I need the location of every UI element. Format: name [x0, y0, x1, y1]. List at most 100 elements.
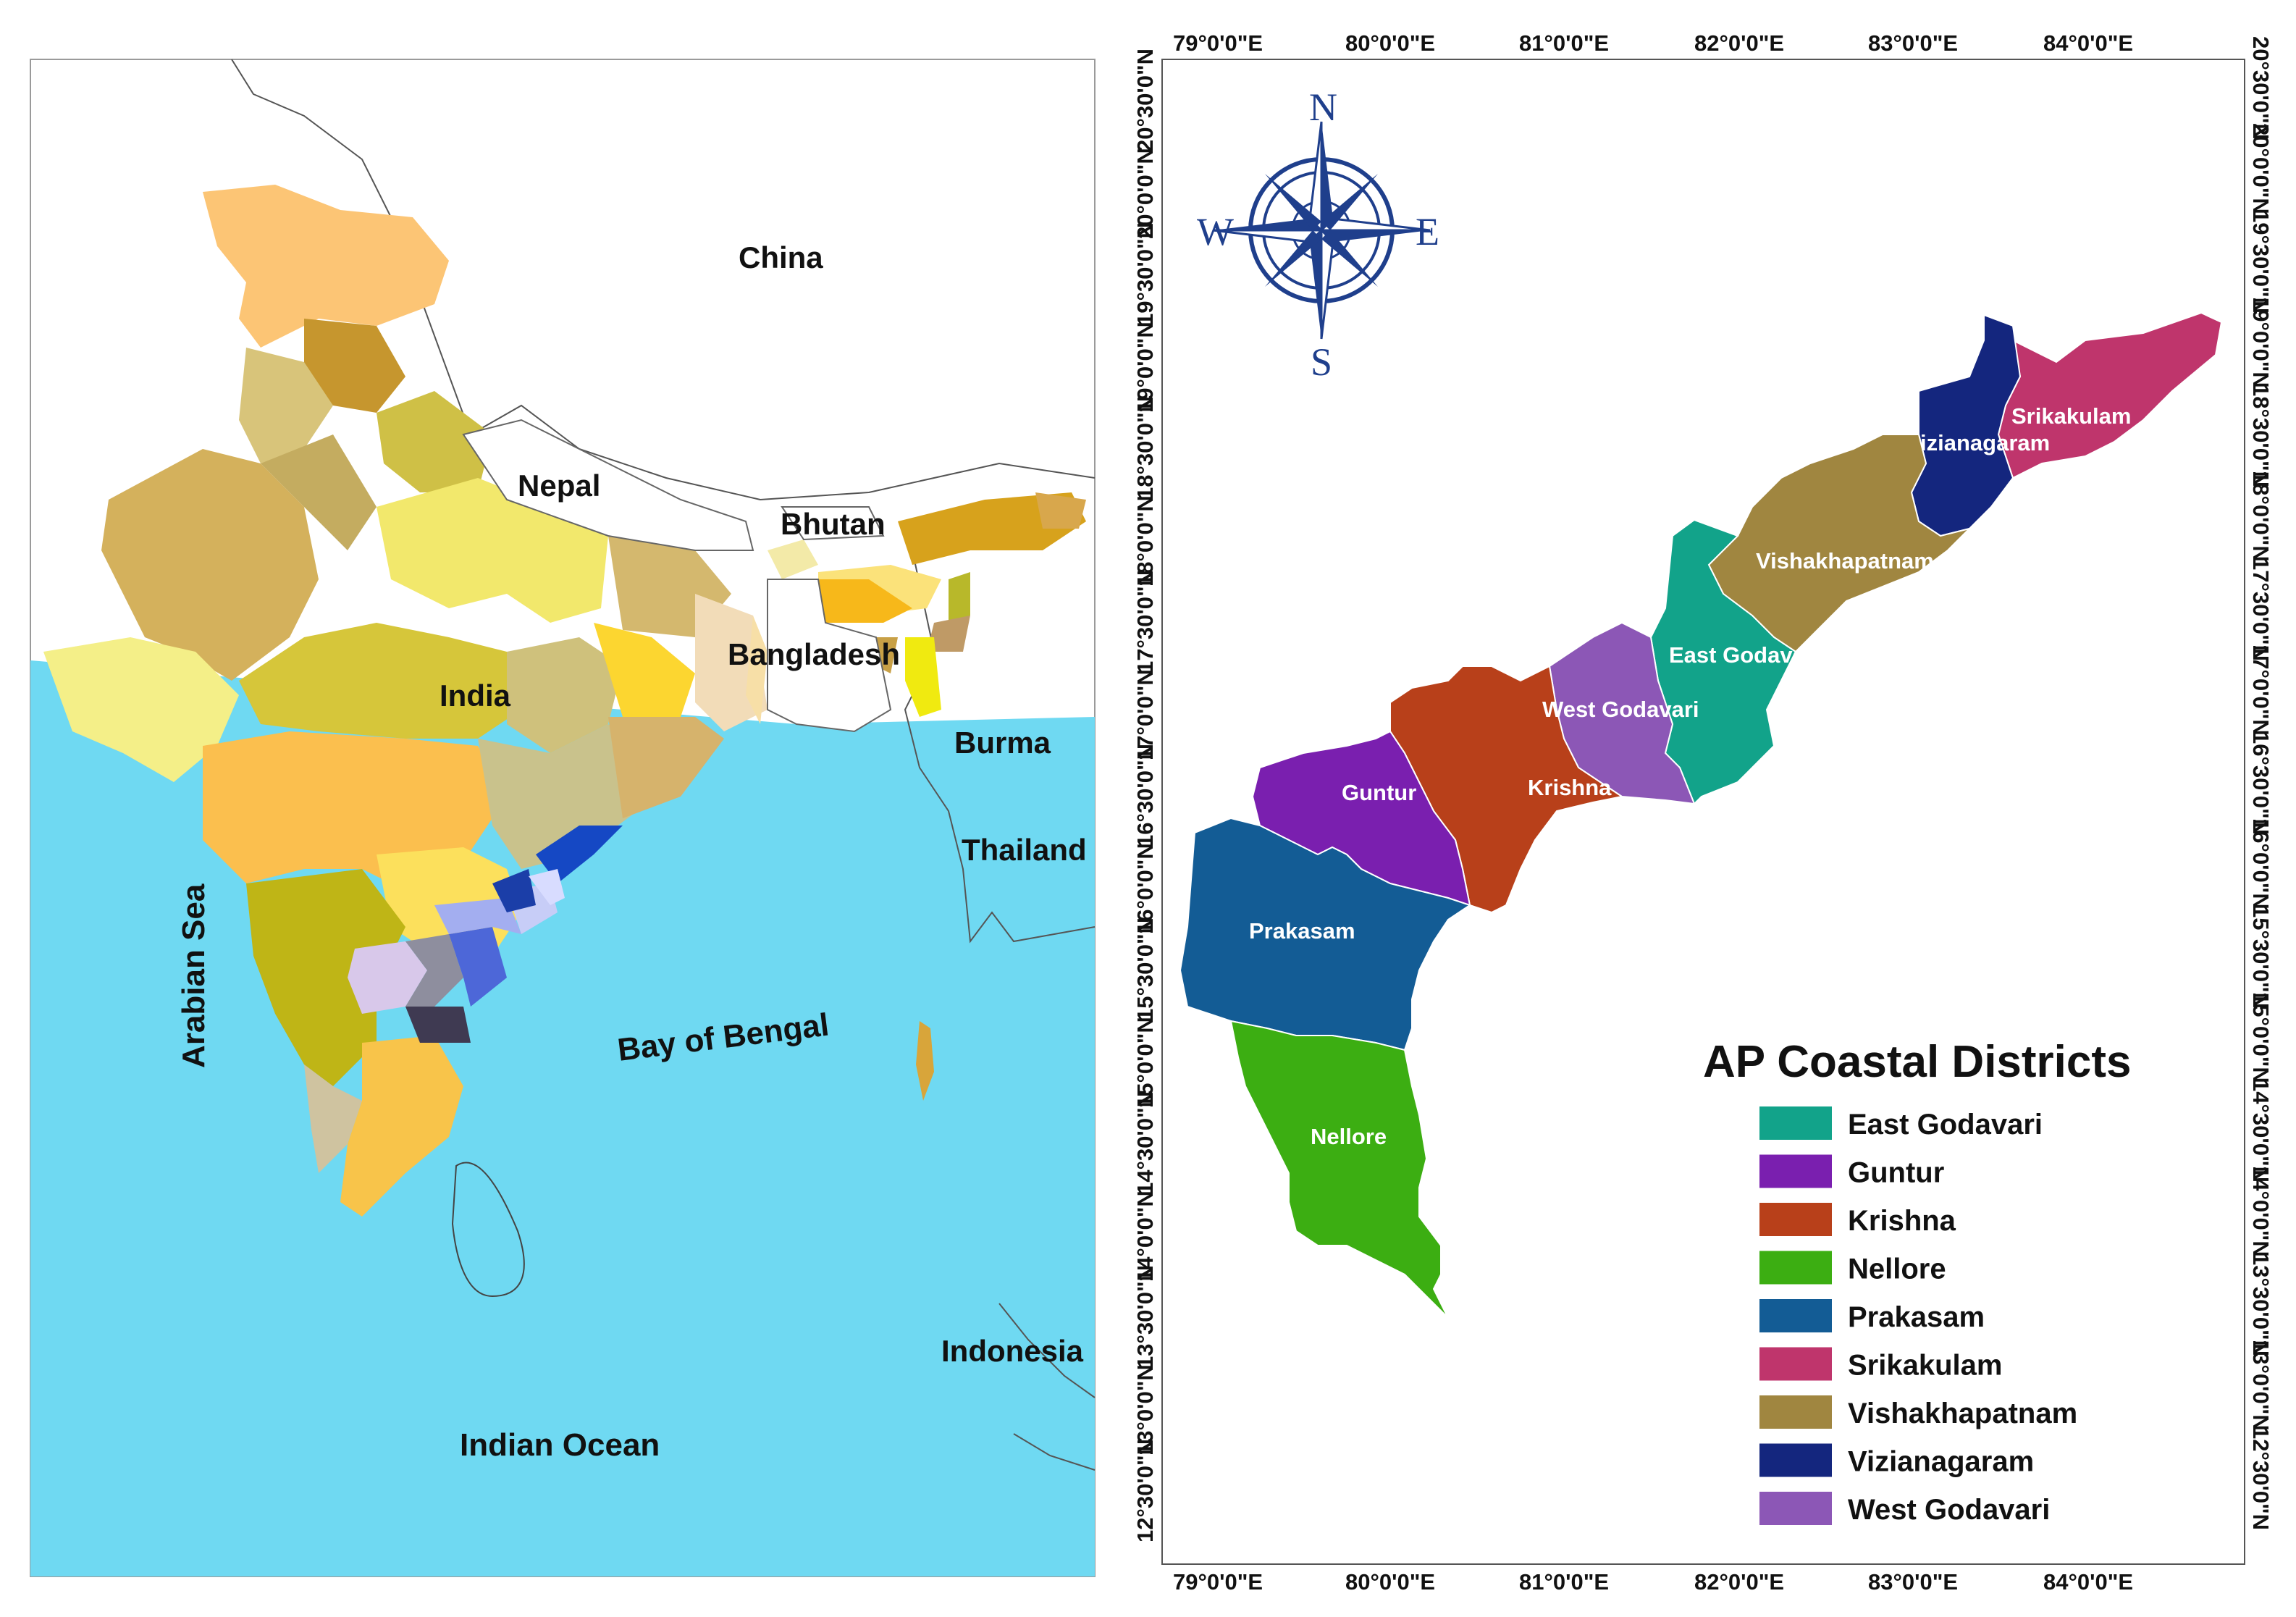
compass-w: W — [1197, 210, 1234, 253]
legend-label: Prakasam — [1848, 1301, 1985, 1333]
lat-tick-left: 18°30'0"N — [1132, 396, 1158, 500]
legend-swatch — [1759, 1299, 1832, 1332]
lat-tick-left: 13°30'0"N — [1132, 1265, 1158, 1369]
label-bangladesh: Bangladesh — [728, 637, 900, 671]
lat-tick-left: 12°30'0"N — [1132, 1439, 1158, 1542]
lat-tick-right: 14°30'0"N — [2248, 1079, 2274, 1183]
lon-tick-top: 83°0'0"E — [1868, 30, 1958, 56]
district-label-east-godavari: East Godavari — [1669, 642, 1820, 668]
lon-tick-top: 84°0'0"E — [2043, 30, 2133, 56]
district-label-srikakulam: Srikakulam — [2011, 403, 2131, 429]
legend-label: West Godavari — [1848, 1494, 2050, 1526]
lat-tick-left: 13°0'0"N — [1132, 1364, 1158, 1456]
legend: AP Coastal Districts East Godavari Guntur… — [1703, 1037, 2132, 1526]
lon-tick-top: 82°0'0"E — [1694, 30, 1784, 56]
lat-tick-right: 15°0'0"N — [2248, 992, 2274, 1083]
legend-swatch — [1759, 1395, 1832, 1429]
lat-tick-left: 19°30'0"N — [1132, 222, 1158, 326]
lat-tick-left: 15°0'0"N — [1132, 1017, 1158, 1108]
lon-tick-bottom: 81°0'0"E — [1519, 1569, 1609, 1595]
label-bhutan: Bhutan — [781, 507, 886, 541]
label-burma: Burma — [954, 726, 1051, 760]
label-nepal: Nepal — [518, 469, 600, 503]
lon-tick-top: 80°0'0"E — [1345, 30, 1435, 56]
bhutan-region — [781, 506, 885, 541]
district-label-prakasam: Prakasam — [1249, 918, 1355, 944]
lon-tick-bottom: 79°0'0"E — [1173, 1569, 1263, 1595]
lat-tick-right: 15°30'0"N — [2248, 905, 2274, 1009]
lon-tick-bottom: 84°0'0"E — [2043, 1569, 2133, 1595]
compass-n: N — [1309, 85, 1337, 129]
lat-ticks-right: 20°30'0"N 20°0'0"N 19°30'0"N 19°0'0"N 18… — [2248, 36, 2274, 1530]
district-label-krishna: Krishna — [1528, 775, 1612, 800]
lat-tick-right: 17°0'0"N — [2248, 644, 2274, 736]
lon-ticks-bottom: 79°0'0"E 80°0'0"E 81°0'0"E 82°0'0"E 83°0… — [1173, 1569, 2133, 1595]
lat-tick-right: 18°0'0"N — [2248, 471, 2274, 562]
label-indian-ocean: Indian Ocean — [460, 1427, 660, 1463]
lat-tick-left: 17°30'0"N — [1132, 570, 1158, 673]
legend-label: Krishna — [1848, 1205, 1956, 1237]
lat-tick-right: 16°30'0"N — [2248, 731, 2274, 835]
legend-label: East Godavari — [1848, 1109, 2043, 1141]
andaman-islands — [916, 1021, 934, 1101]
lon-tick-top: 79°0'0"E — [1173, 30, 1263, 56]
lat-tick-left: 16°0'0"N — [1132, 843, 1158, 934]
lat-ticks-left: 20°30'0"N 20°0'0"N 19°30'0"N 19°0'0"N 18… — [1132, 49, 1158, 1542]
lat-tick-right: 20°0'0"N — [2248, 123, 2274, 214]
legend-swatch — [1759, 1106, 1832, 1140]
lat-tick-left: 18°0'0"N — [1132, 495, 1158, 587]
lon-tick-bottom: 80°0'0"E — [1345, 1569, 1435, 1595]
ap-map-panel: 79°0'0"E 80°0'0"E 81°0'0"E 82°0'0"E 83°0… — [1132, 30, 2274, 1595]
nepal-region — [462, 419, 754, 551]
district-prakasam — [1179, 817, 1472, 1051]
compass-e: E — [1416, 210, 1439, 253]
lat-tick-left: 15°30'0"N — [1132, 917, 1158, 1021]
ap-districts — [1179, 311, 2223, 1319]
lat-tick-right: 19°0'0"N — [2248, 297, 2274, 388]
lat-tick-right: 13°0'0"N — [2248, 1340, 2274, 1431]
legend-swatch — [1759, 1443, 1832, 1477]
lat-tick-right: 13°30'0"N — [2248, 1253, 2274, 1356]
lat-tick-right: 19°30'0"N — [2248, 210, 2274, 314]
label-indonesia: Indonesia — [941, 1334, 1084, 1368]
china-outline — [231, 59, 1096, 501]
lon-tick-top: 81°0'0"E — [1519, 30, 1609, 56]
india-map-panel: China Nepal Bhutan Bangladesh India Burm… — [30, 59, 1096, 1577]
bangladesh-region — [767, 579, 892, 733]
legend-label: Guntur — [1848, 1157, 1944, 1189]
lat-tick-right: 12°30'0"N — [2248, 1427, 2274, 1530]
indonesia-outline — [998, 1303, 1096, 1471]
label-arabian-sea: Arabian Sea — [176, 883, 211, 1068]
compass-rose-icon: N S E W — [1197, 85, 1439, 384]
sri-lanka-outline — [451, 1162, 525, 1298]
legend-swatch — [1759, 1492, 1832, 1525]
label-china: China — [739, 240, 823, 274]
lat-tick-left: 17°0'0"N — [1132, 669, 1158, 760]
legend-swatch — [1759, 1154, 1832, 1188]
lon-tick-bottom: 83°0'0"E — [1868, 1569, 1958, 1595]
district-label-nellore: Nellore — [1311, 1124, 1387, 1149]
legend-swatch — [1759, 1203, 1832, 1236]
legend-label: Nellore — [1848, 1253, 1946, 1285]
label-india: India — [440, 679, 511, 713]
district-nellore — [1229, 1020, 1449, 1319]
legend-title: AP Coastal Districts — [1703, 1037, 2132, 1087]
legend-swatch — [1759, 1347, 1832, 1381]
district-label-vizianagaram: izianagaram — [1920, 430, 2050, 455]
lat-tick-left: 14°30'0"N — [1132, 1091, 1158, 1195]
lat-tick-right: 20°30'0"N — [2248, 36, 2274, 140]
compass-s: S — [1311, 340, 1332, 384]
legend-label: Srikakulam — [1848, 1350, 2002, 1382]
district-label-guntur: Guntur — [1342, 780, 1416, 805]
label-thailand: Thailand — [962, 833, 1087, 867]
lat-tick-left: 14°0'0"N — [1132, 1190, 1158, 1282]
legend-swatch — [1759, 1251, 1832, 1285]
lat-tick-left: 19°0'0"N — [1132, 322, 1158, 413]
lat-tick-right: 16°0'0"N — [2248, 818, 2274, 910]
india-landmass — [43, 185, 1086, 1217]
lat-tick-right: 17°30'0"N — [2248, 558, 2274, 661]
lon-ticks-top: 79°0'0"E 80°0'0"E 81°0'0"E 82°0'0"E 83°0… — [1173, 30, 2133, 56]
legend-label: Vizianagaram — [1848, 1446, 2034, 1478]
lat-tick-left: 16°30'0"N — [1132, 744, 1158, 847]
district-label-west-godavari: West Godavari — [1542, 697, 1699, 722]
